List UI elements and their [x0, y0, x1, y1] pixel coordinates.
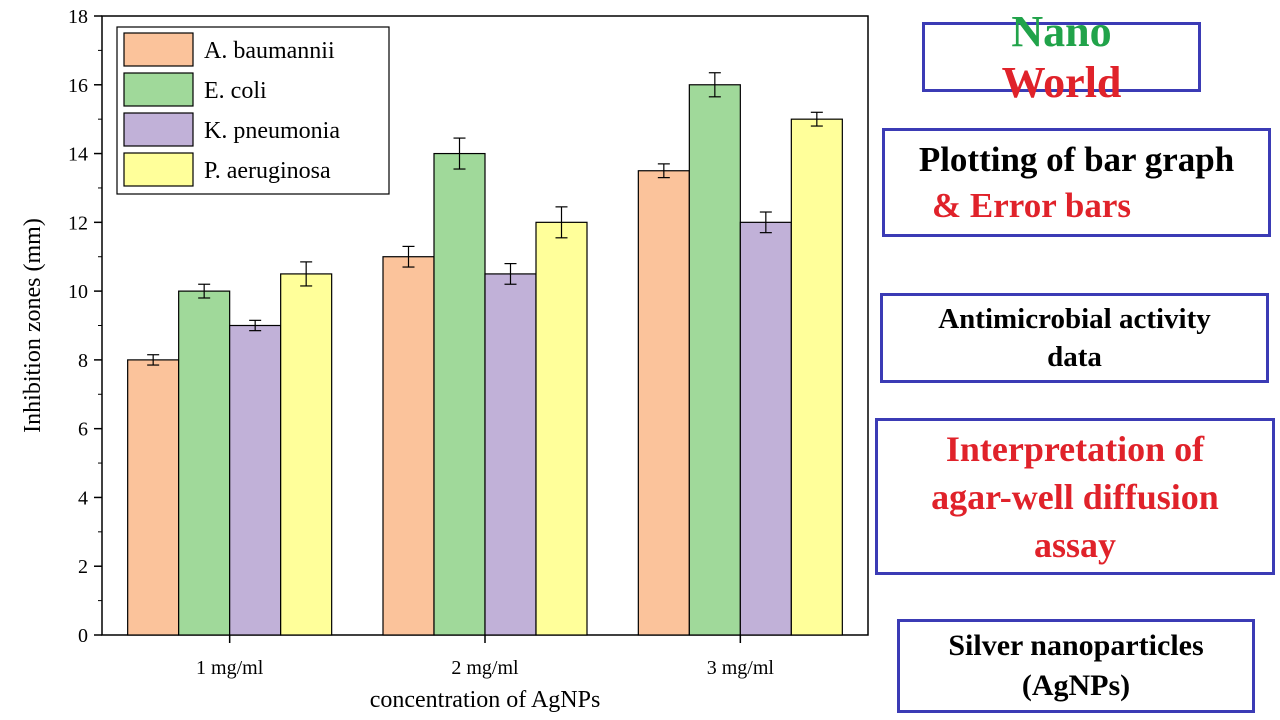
- plotting-line1: Plotting of bar graph: [918, 139, 1235, 179]
- y-tick-label: 16: [68, 75, 88, 97]
- legend-label: K. pneumonia: [204, 118, 340, 144]
- antimicrobial-box: Antimicrobial activity data: [880, 293, 1269, 383]
- bar: [739, 221, 792, 636]
- legend-label: E. coli: [204, 78, 267, 104]
- brand-title-box: Nano World: [922, 7, 1201, 107]
- silver-box: Silver nanoparticles (AgNPs): [897, 619, 1255, 713]
- y-tick-label: 12: [68, 212, 88, 234]
- antimicrobial-line1: Antimicrobial activity: [938, 303, 1211, 335]
- bar: [127, 359, 180, 636]
- bar: [229, 324, 282, 636]
- plotting-line2: & Error bars: [932, 185, 1131, 225]
- bar: [790, 118, 843, 636]
- interpretation-line2: agar-well diffusion: [931, 476, 1219, 517]
- legend-swatch: [123, 72, 194, 107]
- bar: [382, 256, 435, 636]
- x-tick-label: 1 mg/ml: [196, 657, 264, 679]
- bar: [178, 290, 231, 636]
- bar-chart: 0 2 4 6 8 10 12 14 16 18 Inhibition zones (mm) 1 mg…: [20, 6, 869, 713]
- plotting-box: Plotting of bar graph & Error bars: [882, 128, 1271, 237]
- bar: [688, 84, 741, 636]
- y-tick-label: 18: [68, 6, 88, 28]
- interpretation-box: Interpretation of agar-well diffusion as…: [875, 418, 1275, 575]
- legend-swatch: [123, 152, 194, 187]
- bar: [535, 221, 588, 636]
- y-tick-label: 14: [68, 144, 88, 166]
- brand-world: World: [1001, 58, 1122, 107]
- y-tick-label: 0: [78, 625, 88, 647]
- legend-swatch: [123, 32, 194, 67]
- y-tick-label: 8: [78, 350, 88, 372]
- antimicrobial-line2: data: [1047, 341, 1102, 373]
- interpretation-line1: Interpretation of: [945, 428, 1205, 469]
- legend-label: P. aeruginosa: [204, 158, 331, 184]
- x-tick-label: 2 mg/ml: [451, 657, 519, 679]
- legend-label: A. baumannii: [204, 38, 335, 64]
- y-tick-label: 10: [68, 281, 88, 303]
- y-tick-label: 4: [78, 487, 88, 509]
- silver-line1: Silver nanoparticles: [948, 629, 1204, 662]
- silver-line2: (AgNPs): [1021, 669, 1131, 702]
- bar: [280, 273, 333, 636]
- interpretation-line3: assay: [1033, 524, 1116, 565]
- y-tick-label: 2: [78, 556, 88, 578]
- x-axis-label: concentration of AgNPs: [370, 687, 601, 713]
- bar: [484, 273, 537, 636]
- bar: [433, 152, 486, 636]
- y-axis-label: Inhibition zones (mm): [20, 218, 46, 433]
- bar: [637, 170, 690, 636]
- brand-nano: Nano: [1011, 7, 1112, 56]
- legend-swatch: [123, 112, 194, 147]
- x-tick-label: 3 mg/ml: [707, 657, 775, 679]
- y-tick-label: 6: [78, 419, 88, 441]
